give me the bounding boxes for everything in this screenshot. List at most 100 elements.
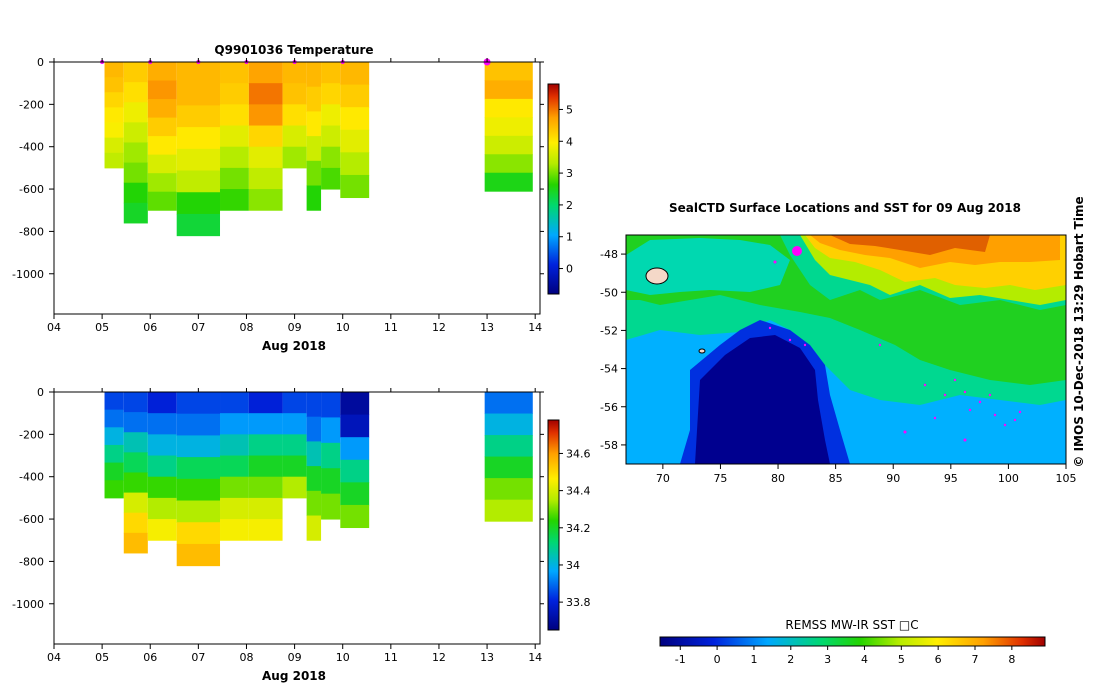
profile-cell xyxy=(123,412,148,433)
profile-cell xyxy=(282,434,307,457)
sst-colorbar-tick-label: 4 xyxy=(861,653,868,666)
profile-cell xyxy=(123,142,148,164)
profile-cell xyxy=(484,413,533,436)
profile-cell xyxy=(220,189,249,211)
profile-cell xyxy=(147,497,177,520)
profile-cell xyxy=(484,456,533,479)
profile-cell xyxy=(147,476,177,499)
profile-cell xyxy=(484,98,533,118)
profile-cell xyxy=(176,192,221,215)
seal-location-point xyxy=(1018,410,1022,414)
profile-cell xyxy=(220,62,249,84)
profile-cell xyxy=(282,62,307,84)
profile-cell xyxy=(248,167,283,190)
profile-cell xyxy=(176,83,221,106)
profile-cell xyxy=(104,122,124,139)
temperature-title: Q9901036 Temperature xyxy=(214,43,373,57)
temperature-plot-frame xyxy=(53,61,541,315)
profile-cell xyxy=(123,392,148,413)
profile-cell xyxy=(340,129,370,153)
profile-cell xyxy=(321,83,341,105)
profile-cell xyxy=(176,543,221,567)
seal-location-point xyxy=(963,438,967,442)
profile-cell xyxy=(176,213,221,237)
x-tick-label: 13 xyxy=(480,651,494,664)
profile-cell xyxy=(147,519,177,541)
profile-cell xyxy=(306,466,322,492)
seal-location-point xyxy=(792,246,802,256)
seal-location-point xyxy=(1003,423,1007,427)
profile-cell xyxy=(340,504,370,529)
profile-cell xyxy=(306,111,322,137)
profile-cell xyxy=(104,409,124,428)
colorbar-tick-label: 0 xyxy=(566,263,573,276)
profile-cell xyxy=(340,84,370,108)
seal-location-point xyxy=(943,393,947,397)
y-tick-label: -800 xyxy=(19,225,44,238)
sst-darkorange-zone xyxy=(830,235,990,255)
profile-cell xyxy=(147,455,177,478)
colorbar-tick-label: 4 xyxy=(566,135,573,148)
salinity-section-panel: 04 05 06 07 08 09 10 11 12 13 14 0 -200 -400 -600 -800 -… xyxy=(12,386,590,683)
y-tick-label: 0 xyxy=(37,386,44,399)
sst-cool-zone-west xyxy=(626,238,790,295)
profile-cell xyxy=(176,413,221,436)
profile-cell xyxy=(484,478,533,501)
colorbar-tick-label: 34 xyxy=(566,559,580,572)
profile-cell xyxy=(248,104,283,127)
profile-cell xyxy=(123,62,148,83)
x-tick-label: 06 xyxy=(143,321,157,334)
y-tick-label: -200 xyxy=(19,98,44,111)
profile-cell xyxy=(282,476,307,499)
x-tick-label: 14 xyxy=(528,321,542,334)
profile-cell xyxy=(248,83,283,105)
map-x-tick-label: 95 xyxy=(944,472,958,485)
x-tick-label: 05 xyxy=(95,321,109,334)
profile-cell xyxy=(123,182,148,204)
y-tick-label: -800 xyxy=(19,555,44,568)
profile-cell xyxy=(306,136,322,162)
map-y-tick-label: -54 xyxy=(600,363,618,376)
profile-cell xyxy=(248,125,283,148)
y-tick-label: -1000 xyxy=(12,598,44,611)
x-tick-label: 07 xyxy=(191,651,205,664)
profile-cell xyxy=(176,127,221,150)
map-x-tick-label: 80 xyxy=(771,472,785,485)
x-tick-label: 09 xyxy=(288,321,302,334)
map-x-tick-label: 75 xyxy=(713,472,727,485)
y-tick-label: -1000 xyxy=(12,268,44,281)
profile-cell xyxy=(220,125,249,148)
profile-cell xyxy=(176,392,221,415)
y-tick-label: -600 xyxy=(19,183,44,196)
profile-cell xyxy=(123,432,148,453)
profile-cell xyxy=(321,417,341,444)
profile-cell xyxy=(123,122,148,143)
profile-cell xyxy=(340,62,370,86)
profile-cell xyxy=(248,519,283,541)
profile-cell xyxy=(104,77,124,93)
profile-cell xyxy=(340,392,370,416)
x-tick-label: 11 xyxy=(384,651,398,664)
sst-colorbar-tick-label: -1 xyxy=(675,653,686,666)
y-tick-label: -600 xyxy=(19,513,44,526)
map-y-tick-label: -50 xyxy=(600,286,618,299)
profile-cell xyxy=(248,476,283,499)
profile-cell xyxy=(484,392,533,415)
colorbar-tick-label: 3 xyxy=(566,167,573,180)
profile-cell xyxy=(248,392,283,414)
profile-cell xyxy=(220,104,249,127)
profile-cell xyxy=(248,62,283,84)
seal-location-point xyxy=(933,416,937,420)
x-tick-label: 11 xyxy=(384,321,398,334)
profile-cell xyxy=(147,392,177,414)
seal-location-point xyxy=(963,390,967,394)
profile-cell xyxy=(248,189,283,211)
profile-cell xyxy=(123,452,148,473)
map-y-tick-label: -48 xyxy=(600,248,618,261)
seal-location-point xyxy=(923,383,927,387)
seal-location-point xyxy=(773,260,777,264)
profile-cell xyxy=(282,104,307,127)
profile-cell xyxy=(123,492,148,514)
profile-cell xyxy=(248,455,283,478)
imos-credit: © IMOS 10-Dec-2018 13:29 Hobart Time xyxy=(1072,196,1086,467)
